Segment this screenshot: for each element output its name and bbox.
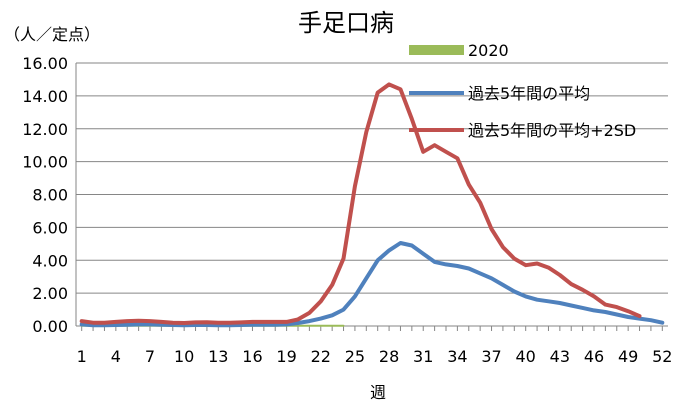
x-tick-label: 13 xyxy=(208,347,228,366)
legend-label: 過去5年間の平均+2SD xyxy=(468,121,636,140)
x-tick-label: 43 xyxy=(550,347,570,366)
x-tick-label: 37 xyxy=(481,347,501,366)
x-tick-label: 40 xyxy=(516,347,536,366)
x-tick-label: 31 xyxy=(413,347,433,366)
axis-layer: 0.00 2.00 4.00 6.00 8.00 10.00 12.00 14.00 16.00… xyxy=(22,54,672,366)
y-tick-label: 2.00 xyxy=(32,284,68,303)
y-tick-label: 16.00 xyxy=(22,54,68,73)
chart-title: 手足口病 xyxy=(298,9,394,37)
legend-label: 過去5年間の平均 xyxy=(468,84,590,103)
series-layer xyxy=(79,82,665,328)
grid-layer xyxy=(76,62,668,327)
x-tick-label: 52 xyxy=(652,347,672,366)
y-tick-label: 10.00 xyxy=(22,153,68,172)
series-line-2 xyxy=(79,241,665,328)
y-tick-label: 6.00 xyxy=(32,218,68,237)
x-tick-label: 49 xyxy=(618,347,638,366)
x-tick-label: 34 xyxy=(447,347,467,366)
y-tick-label: 0.00 xyxy=(32,317,68,336)
y-unit-label: （人／定点） xyxy=(4,25,100,44)
legend-swatch xyxy=(409,45,464,55)
y-tick-label: 12.00 xyxy=(22,120,68,139)
x-tick-label: 46 xyxy=(584,347,604,366)
x-tick-label: 16 xyxy=(242,347,262,366)
y-tick-label: 8.00 xyxy=(32,186,68,205)
series-line-3 xyxy=(79,82,642,325)
x-tick-label: 22 xyxy=(311,347,331,366)
x-tick-label: 4 xyxy=(111,347,121,366)
x-tick-label: 7 xyxy=(145,347,155,366)
y-tick-label: 4.00 xyxy=(32,251,68,270)
x-tick-label: 19 xyxy=(276,347,296,366)
y-tick-label: 14.00 xyxy=(22,87,68,106)
legend-label: 2020 xyxy=(468,41,509,60)
x-tick-label: 10 xyxy=(174,347,194,366)
x-tick-label: 28 xyxy=(379,347,399,366)
x-axis-label: 週 xyxy=(370,383,386,402)
x-tick-label: 25 xyxy=(345,347,365,366)
x-tick-label: 1 xyxy=(77,347,87,366)
